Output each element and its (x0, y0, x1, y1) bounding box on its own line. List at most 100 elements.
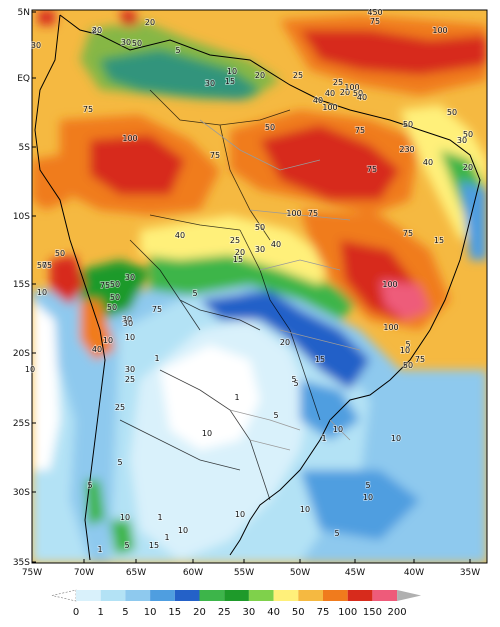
legend-label: 75 (317, 607, 330, 618)
contour-label: 1 (154, 354, 159, 363)
contour-label: 10 (391, 434, 401, 443)
contour-label: 30 (457, 136, 467, 145)
contour-label: 20 (340, 88, 350, 97)
contour-label: 40 (313, 96, 323, 105)
contour-label: 100 (286, 209, 301, 218)
legend-label: 30 (243, 607, 256, 618)
contour-label: 100 (383, 323, 398, 332)
lat-tick-label: 20S (13, 349, 30, 359)
contour-label: 15 (434, 236, 444, 245)
contour-label: 5 (175, 46, 180, 55)
contour-label: 40 (357, 93, 367, 102)
contour-label: 10 (103, 336, 113, 345)
contour-label: 5 (87, 481, 92, 490)
contour-label: 25 (333, 78, 343, 87)
contour-label: 100 (432, 26, 447, 35)
contour-label: 30 (255, 245, 265, 254)
contour-label: 20 (145, 18, 155, 27)
contour-label: 10 (120, 513, 130, 522)
contour-label: 50 (403, 361, 413, 370)
map-frame-border (31, 9, 488, 564)
precipitation-field (32, 10, 487, 563)
legend-swatch (248, 590, 274, 601)
contour-label: 75 (42, 261, 52, 270)
legend-label: 50 (292, 607, 305, 618)
contour-label: 30 (121, 38, 131, 47)
legend-swatch (199, 590, 225, 601)
contour-label: 5 (124, 541, 129, 550)
contour-label: 75 (210, 151, 220, 160)
contour-label: 40 (92, 345, 102, 354)
legend-swatch (174, 590, 200, 601)
contour-label: 15 (225, 77, 235, 86)
contour-label: 5 (117, 458, 122, 467)
lon-tick-label: 40W (404, 568, 424, 578)
contour-label: 10 (227, 67, 237, 76)
lat-tick-label: 5S (19, 143, 31, 153)
contour-label: 50 (255, 223, 265, 232)
contour-label: 100 (382, 280, 397, 289)
legend-label: 1 (98, 607, 104, 618)
lat-tick-label: 10S (13, 212, 30, 222)
contour-label: 50 (265, 123, 275, 132)
legend-swatch (298, 590, 323, 601)
legend-label: 200 (388, 607, 407, 618)
lat-tick-label: EQ (17, 74, 30, 84)
contour-label: 15 (149, 541, 159, 550)
contour-label: 75 (415, 355, 425, 364)
contour-label: 50 (110, 293, 120, 302)
contour-label: 10 (235, 510, 245, 519)
contour-label: 10 (400, 346, 410, 355)
color-legend: 0 1 5 10 15 20 25 30 40 50 75 100 150 200 (51, 589, 422, 618)
contour-label: 30 (122, 315, 132, 324)
contour-label: 30 (125, 273, 135, 282)
contour-label: 30 (123, 319, 133, 328)
contour-label: 75 (403, 229, 413, 238)
lat-tick-label: 5N (18, 8, 30, 18)
contour-label: 1 (234, 393, 239, 402)
lon-tick-label: 75W (22, 568, 42, 578)
lon-tick-label: 50W (290, 568, 310, 578)
contour-label: 50 (107, 303, 117, 312)
contour-label: 25 (230, 236, 240, 245)
contour-label: 50 (353, 89, 363, 98)
legend-swatch (323, 590, 348, 601)
contour-label: 75 (355, 126, 365, 135)
contour-label: 10 (125, 333, 135, 342)
legend-arrow-low (51, 589, 77, 602)
contour-label: 15 (315, 355, 325, 364)
contour-label: 100 (322, 103, 337, 112)
legend-label: 0 (73, 607, 79, 618)
legend-swatch (125, 590, 151, 601)
legend-swatch (100, 590, 126, 601)
contour-label: 10 (25, 365, 35, 374)
contour-label: 10 (37, 288, 47, 297)
contour-label: 15 (233, 255, 243, 264)
contour-label: 40 (175, 231, 185, 240)
contour-label: 25 (125, 375, 135, 384)
legend-swatch (347, 590, 373, 601)
map-svg: 5N EQ 5S 10S 15S 20S 25S 30S 35S 75W 70W 65W 60W 55W… (13, 7, 488, 578)
contour-label: 30 (205, 79, 215, 88)
contour-label: 40 (92, 26, 102, 35)
legend-label: 150 (363, 607, 382, 618)
contour-label: 450 (367, 8, 382, 17)
legend-labels: 0 1 5 10 15 20 25 30 40 50 75 100 150 200 (73, 607, 407, 618)
legend-boxes (51, 589, 422, 602)
contour-label: 1 (321, 434, 326, 443)
lat-tick-label: 15S (13, 280, 30, 290)
contour-label: 20 (235, 248, 245, 257)
contour-label: 5 (334, 529, 339, 538)
lon-tick-label: 45W (345, 568, 365, 578)
legend-label: 15 (168, 607, 181, 618)
contour-label: 25 (293, 71, 303, 80)
contour-label: 75 (83, 105, 93, 114)
legend-swatch (224, 590, 249, 601)
lat-tick-label: 25S (13, 419, 30, 429)
legend-label: 20 (193, 607, 206, 618)
lon-tick-label: 35W (460, 568, 480, 578)
legend-label: 25 (218, 607, 231, 618)
legend-arrow-high (397, 590, 422, 601)
contour-label: 50 (37, 261, 47, 270)
